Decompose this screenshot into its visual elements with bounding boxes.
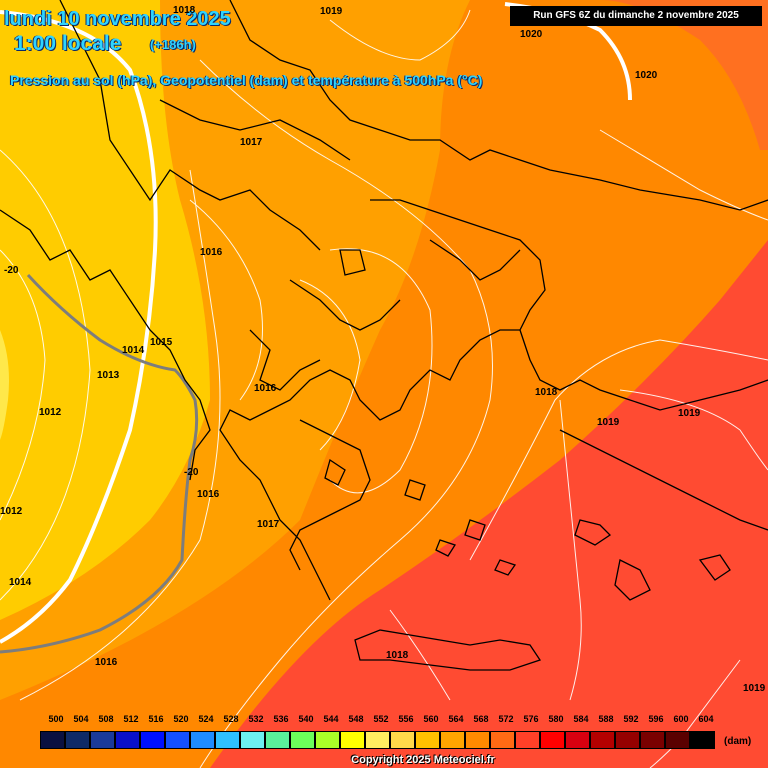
legend-color-cell (265, 731, 290, 749)
legend-color-cell (565, 731, 590, 749)
run-info-badge: Run GFS 6Z du dimanche 2 novembre 2025 (510, 6, 762, 26)
legend-color-cell (165, 731, 190, 749)
legend-value: 600 (673, 714, 689, 724)
pressure-label: 1013 (97, 370, 120, 381)
pressure-label: 1012 (0, 506, 23, 517)
legend-color-cell (90, 731, 115, 749)
legend-value: 592 (623, 714, 639, 724)
pressure-label: 1015 (150, 337, 173, 348)
pressure-label: 1019 (678, 408, 701, 419)
legend-value: 524 (198, 714, 214, 724)
legend-value: 568 (473, 714, 489, 724)
legend-color-cell (240, 731, 265, 749)
legend-value: 560 (423, 714, 439, 724)
legend-value: 552 (373, 714, 389, 724)
pressure-label: 1016 (200, 247, 223, 258)
legend-color-cell (515, 731, 540, 749)
isotherm-line (0, 273, 199, 654)
legend-value: 528 (223, 714, 239, 724)
legend-color-cell (640, 731, 665, 749)
legend-unit: (dam) (724, 736, 752, 747)
legend-color-cell (365, 731, 390, 749)
pressure-label: 1019 (597, 417, 620, 428)
pressure-label: 1016 (95, 657, 118, 668)
legend-color-cell (290, 731, 315, 749)
legend-value: 548 (348, 714, 364, 724)
pressure-label: 1017 (240, 137, 263, 148)
legend-color-cell (665, 731, 690, 749)
temperature-label: -20 (184, 467, 199, 478)
legend-value: 604 (698, 714, 714, 724)
legend-value: 516 (148, 714, 164, 724)
legend-color-cell (615, 731, 640, 749)
legend-value: 544 (323, 714, 339, 724)
borders-and-coastlines (0, 0, 768, 671)
legend-color-cell (440, 731, 465, 749)
geopotential-line (0, 10, 158, 644)
pressure-label: 1020 (635, 70, 658, 81)
pressure-label: 1012 (39, 407, 62, 418)
legend-color-cell (590, 731, 615, 749)
legend-value: 520 (173, 714, 189, 724)
legend-color-cell (340, 731, 365, 749)
legend-value: 576 (523, 714, 539, 724)
field-560 (0, 330, 9, 440)
legend-color-cell (65, 731, 90, 749)
legend-value: 580 (548, 714, 564, 724)
pressure-label: 1018 (173, 5, 196, 16)
legend-value: 596 (648, 714, 664, 724)
legend-value: 504 (73, 714, 89, 724)
field-572-ne (600, 0, 768, 150)
pressure-label: 1014 (9, 577, 32, 588)
legend-value: 588 (598, 714, 614, 724)
pressure-label: 1020 (520, 29, 543, 40)
legend-value: 584 (573, 714, 589, 724)
forecast-date: lundi 10 novembre 2025 (4, 8, 231, 30)
pressure-label: 1018 (386, 650, 409, 661)
legend-color-cell (540, 731, 565, 749)
field-564 (0, 0, 210, 620)
legend-color-cell (190, 731, 215, 749)
legend-value: 536 (273, 714, 289, 724)
pressure-label: 1016 (254, 383, 277, 394)
pressure-label: 1019 (743, 683, 766, 694)
pressure-label: 1017 (257, 519, 280, 530)
legend-color-cell (115, 731, 140, 749)
legend-value: 512 (123, 714, 139, 724)
legend-color-cell (390, 731, 415, 749)
legend-color-cell (465, 731, 490, 749)
legend-value: 500 (48, 714, 64, 724)
legend-color-cell (415, 731, 440, 749)
legend-color-cell (490, 731, 515, 749)
legend-value: 556 (398, 714, 414, 724)
legend-value: 532 (248, 714, 264, 724)
legend-color-cell (690, 731, 715, 749)
legend-value: 564 (448, 714, 464, 724)
pressure-label: 1016 (197, 489, 220, 500)
legend-value: 572 (498, 714, 514, 724)
field-576 (210, 240, 768, 768)
pressure-label: 1018 (535, 387, 558, 398)
temperature-label: -20 (4, 265, 19, 276)
forecast-time: 1:00 locale (14, 32, 122, 55)
map-subtitle: Pression au sol (hPa), Geopotentiel (dam… (10, 72, 483, 88)
forecast-lead-hours: (+186h) (150, 37, 196, 52)
legend-color-cell (215, 731, 240, 749)
copyright-notice: Copyright 2025 Meteociel.fr (351, 754, 495, 766)
pressure-label: 1014 (122, 345, 145, 356)
legend-color-cell (40, 731, 65, 749)
legend-color-cell (140, 731, 165, 749)
legend-value: 540 (298, 714, 314, 724)
legend-color-cell (315, 731, 340, 749)
legend-value: 508 (98, 714, 114, 724)
pressure-label: 1019 (320, 6, 343, 17)
